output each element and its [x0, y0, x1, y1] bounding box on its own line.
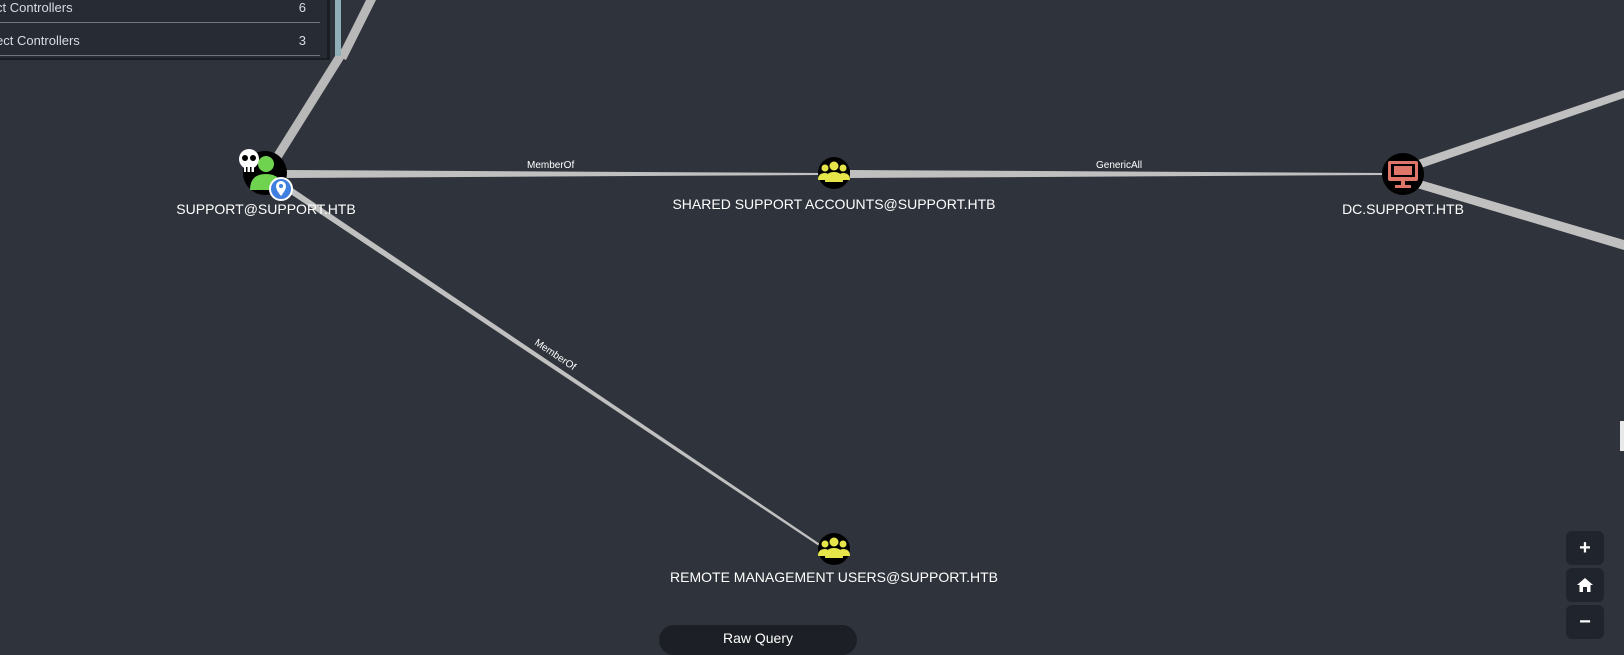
edge-memberof-shared[interactable] [284, 170, 820, 178]
node-label-remote-mgmt: REMOTE MANAGEMENT USERS@SUPPORT.HTB [670, 569, 998, 585]
home-icon [1577, 578, 1593, 592]
zoom-out-button[interactable]: − [1566, 605, 1604, 639]
home-button[interactable] [1566, 568, 1604, 602]
edge-label-memberof: MemberOf [527, 160, 574, 171]
node-shared-support[interactable] [818, 157, 850, 189]
location-pin-icon [269, 177, 293, 201]
panel-row-2[interactable]: ect Controllers 3 [0, 24, 320, 56]
edge-label-genericall: GenericAll [1096, 160, 1142, 171]
node-label-support-user: SUPPORT@SUPPORT.HTB [176, 201, 356, 217]
edge-dc-upper-right[interactable] [1418, 90, 1624, 168]
edge-upper[interactable] [270, 48, 348, 164]
node-remote-mgmt[interactable] [818, 533, 850, 565]
panel-row-count: 6 [298, 0, 306, 15]
edge-genericall-dc[interactable] [850, 170, 1385, 178]
group-icon [818, 161, 850, 182]
skull-icon [239, 149, 259, 172]
group-icon [818, 537, 850, 558]
edges [270, 0, 1624, 548]
edge-dc-lower-right[interactable] [1417, 180, 1624, 250]
node-support-user[interactable] [239, 149, 293, 201]
edge-memberof-remote[interactable] [282, 181, 823, 548]
edge-upper-2[interactable] [338, 0, 376, 60]
node-label-dc: DC.SUPPORT.HTB [1342, 201, 1464, 217]
panel-row-count: 3 [298, 33, 306, 48]
raw-query-button[interactable]: Raw Query [659, 625, 857, 655]
database-info-panel: ct Controllers 6 ect Controllers 3 [0, 0, 330, 60]
right-edge-handle[interactable] [1620, 421, 1624, 451]
zoom-in-button[interactable]: + [1566, 531, 1604, 565]
node-label-shared-support: SHARED SUPPORT ACCOUNTS@SUPPORT.HTB [672, 196, 996, 212]
node-dc[interactable] [1382, 153, 1424, 195]
computer-icon [1388, 161, 1418, 188]
panel-scrollbar[interactable] [335, 0, 341, 56]
panel-row-1[interactable]: ct Controllers 6 [0, 0, 320, 23]
panel-row-label: ct Controllers [0, 0, 73, 15]
panel-row-label: ect Controllers [0, 33, 80, 48]
